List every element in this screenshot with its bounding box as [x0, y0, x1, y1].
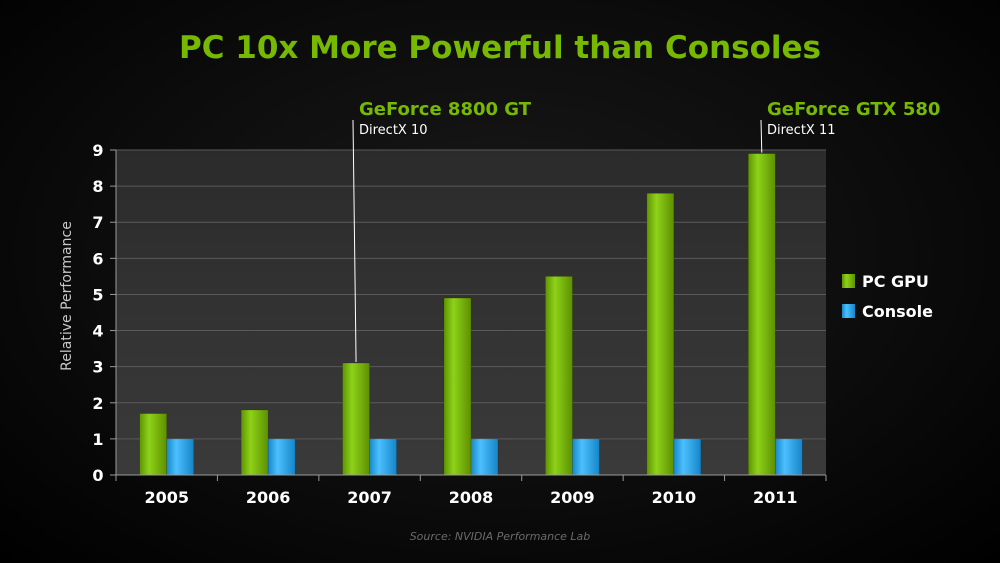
- console-bar-2007: [369, 438, 397, 476]
- y-tick-label: 2: [92, 394, 103, 413]
- legend-label-pc-gpu: PC GPU: [862, 272, 929, 291]
- x-tick-label: 2010: [652, 488, 697, 507]
- pc-gpu-bar-2010: [646, 193, 675, 476]
- x-tick-labels: 2005 2006 2007 2008 2009 2010 2011: [144, 488, 797, 507]
- y-tick-label: 1: [92, 430, 103, 449]
- y-tick-label: 6: [92, 249, 103, 268]
- annotation-leader-line: [352, 119, 357, 363]
- annotation-subtitle: DirectX 10: [359, 123, 428, 138]
- pc-gpu-bar-2007: [342, 362, 370, 476]
- legend-swatch-pc-gpu: [842, 274, 855, 288]
- y-tick-label: 8: [92, 177, 103, 196]
- annotation-subtitle: DirectX 11: [767, 123, 836, 138]
- pc-gpu-bar-2005: [139, 413, 167, 476]
- pc-gpu-bar-2006: [240, 409, 269, 476]
- x-tick-label: 2009: [550, 488, 595, 507]
- pc-gpu-bar-2009: [545, 276, 573, 476]
- bars: [139, 153, 803, 476]
- console-bar-2006: [267, 438, 296, 476]
- y-tick-label: 3: [92, 358, 103, 377]
- source-note: Source: NVIDIA Performance Lab: [409, 530, 591, 543]
- x-tick-label: 2011: [753, 488, 798, 507]
- legend-swatch-console: [842, 304, 855, 318]
- console-bar-2009: [572, 438, 600, 476]
- y-tick-label: 0: [92, 466, 103, 485]
- y-tick-label: 5: [92, 285, 103, 304]
- pc-gpu-bar-2011: [748, 153, 776, 476]
- annotation-leader-line: [760, 119, 763, 153]
- y-axis-label: Relative Performance: [59, 221, 75, 371]
- annotations: GeForce 8800 GT DirectX 10 GeForce GTX 580…: [352, 99, 940, 363]
- console-bar-2008: [470, 438, 499, 476]
- y-tick-labels: 0 1 2 3 4 5 6 7 8 9: [92, 141, 103, 485]
- annotation-title: GeForce 8800 GT: [359, 99, 532, 120]
- pc-gpu-bar-2008: [443, 297, 472, 476]
- legend-label-console: Console: [862, 302, 933, 321]
- axes: [110, 149, 827, 481]
- y-tick-label: 4: [92, 322, 103, 341]
- y-tick-label: 7: [92, 213, 103, 232]
- console-bar-2010: [673, 438, 702, 476]
- x-tick-label: 2005: [144, 488, 189, 507]
- chart-title: PC 10x More Powerful than Consoles: [178, 30, 822, 66]
- console-bar-2005: [166, 438, 194, 476]
- legend: PC GPU Console: [842, 272, 933, 321]
- x-tick-label: 2008: [449, 488, 494, 507]
- y-tick-label: 9: [92, 141, 103, 160]
- x-tick-label: 2006: [246, 488, 291, 507]
- x-tick-label: 2007: [347, 488, 392, 507]
- console-bar-2011: [775, 438, 803, 476]
- annotation-title: GeForce GTX 580: [767, 99, 940, 120]
